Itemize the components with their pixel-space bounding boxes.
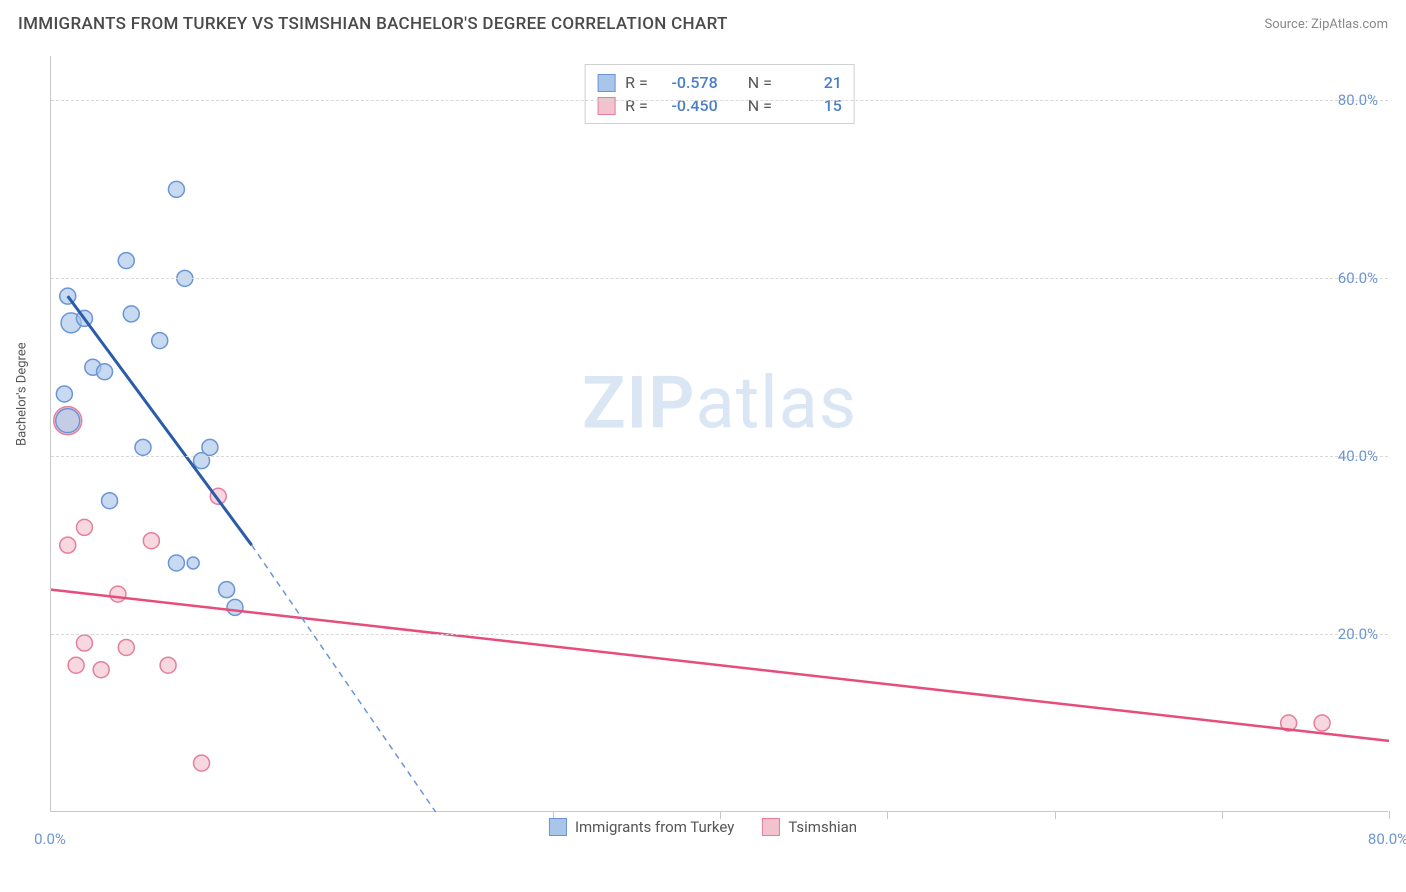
data-point [76, 635, 92, 651]
swatch-turkey [597, 74, 615, 92]
y-tick-label: 60.0% [1338, 269, 1378, 287]
x-tick [1055, 811, 1056, 819]
data-point [1314, 715, 1330, 731]
n-value-turkey: 21 [782, 73, 842, 92]
data-point [93, 662, 109, 678]
data-point [56, 386, 72, 402]
legend-row-turkey: R = -0.578 N = 21 [597, 71, 842, 94]
data-point [102, 493, 118, 509]
y-tick-label: 20.0% [1338, 625, 1378, 643]
source-attribution: Source: ZipAtlas.com [1264, 17, 1388, 32]
data-point [194, 453, 210, 469]
data-point [68, 657, 84, 673]
legend-label-turkey: Immigrants from Turkey [575, 818, 734, 836]
n-label: N = [748, 73, 772, 92]
gridline [51, 278, 1388, 279]
data-point [143, 533, 159, 549]
gridline [51, 634, 1388, 635]
data-point [168, 555, 184, 571]
x-tick [887, 811, 888, 819]
swatch-tsimshian [597, 97, 615, 115]
regression-line [252, 545, 436, 812]
data-point [194, 755, 210, 771]
x-tick [1222, 811, 1223, 819]
chart-title: IMMIGRANTS FROM TURKEY VS TSIMSHIAN BACH… [18, 14, 728, 34]
gridline [51, 456, 1388, 457]
x-tick [1389, 811, 1390, 819]
data-point [219, 582, 235, 598]
r-value-tsimshian: -0.450 [658, 96, 718, 115]
data-point [118, 639, 134, 655]
series-legend: Immigrants from Turkey Tsimshian [549, 818, 857, 836]
y-tick-label: 80.0% [1338, 91, 1378, 109]
data-point [227, 599, 243, 615]
n-value-tsimshian: 15 [782, 96, 842, 115]
r-label: R = [625, 73, 648, 92]
data-point [168, 181, 184, 197]
regression-line [51, 590, 1389, 741]
data-point [97, 364, 113, 380]
data-point [118, 253, 134, 269]
data-point [60, 537, 76, 553]
legend-item-turkey: Immigrants from Turkey [549, 818, 734, 836]
y-axis-label: Bachelor's Degree [15, 342, 30, 446]
r-value-turkey: -0.578 [658, 73, 718, 92]
legend-item-tsimshian: Tsimshian [762, 818, 857, 836]
source-link[interactable]: ZipAtlas.com [1311, 17, 1388, 32]
y-tick-label: 40.0% [1338, 447, 1378, 465]
data-point [152, 333, 168, 349]
data-point [160, 657, 176, 673]
swatch-turkey [549, 818, 567, 836]
n-label: N = [748, 96, 772, 115]
legend-row-tsimshian: R = -0.450 N = 15 [597, 94, 842, 117]
data-point [135, 439, 151, 455]
legend-label-tsimshian: Tsimshian [788, 818, 857, 836]
data-point [56, 409, 80, 433]
gridline [51, 100, 1388, 101]
r-label: R = [625, 96, 648, 115]
data-point [187, 557, 199, 569]
page-header: IMMIGRANTS FROM TURKEY VS TSIMSHIAN BACH… [0, 0, 1406, 40]
data-point [110, 586, 126, 602]
x-tick-label-min: 0.0% [34, 830, 66, 848]
swatch-tsimshian [762, 818, 780, 836]
chart-plot-area: ZIPatlas R = -0.578 N = 21 R = -0.450 N … [50, 56, 1388, 812]
data-point [123, 306, 139, 322]
data-point [76, 519, 92, 535]
x-tick-label-max: 80.0% [1368, 830, 1406, 848]
scatter-svg [51, 56, 1388, 811]
source-prefix: Source: [1264, 17, 1311, 32]
correlation-legend: R = -0.578 N = 21 R = -0.450 N = 15 [584, 64, 855, 124]
